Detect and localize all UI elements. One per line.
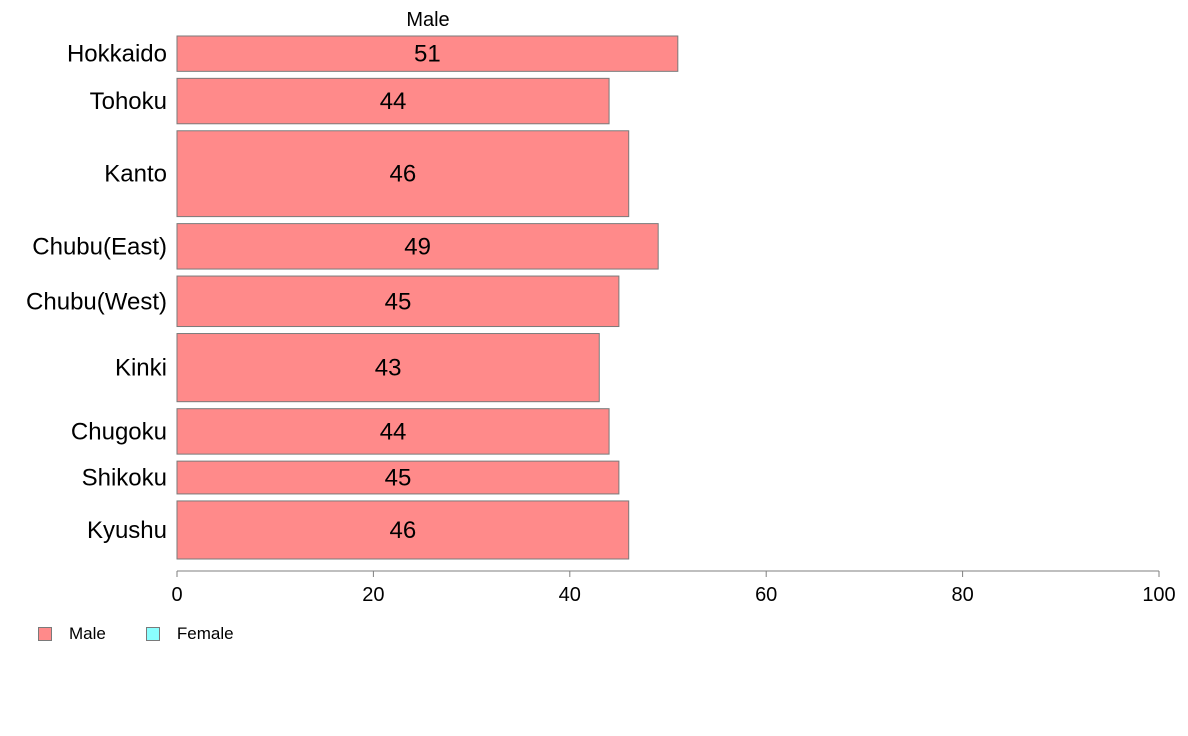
value-label-chubu-east: 49 <box>404 233 431 260</box>
x-axis: 0 20 40 60 80 100 <box>171 570 1176 606</box>
category-label-kanto: Kanto <box>104 161 167 188</box>
bars-group <box>176 35 679 560</box>
bar-chubu-east <box>176 223 659 270</box>
panel-title: Male <box>406 9 449 31</box>
bar-chugoku <box>176 408 610 455</box>
value-label-hokkaido: 51 <box>414 41 441 68</box>
bar-chubu-west <box>176 275 620 328</box>
category-label-kinki: Kinki <box>115 355 167 382</box>
bar-shikoku <box>176 460 620 495</box>
legend-swatch-male <box>38 627 52 641</box>
bar-kyushu <box>176 500 630 560</box>
legend-item-male: Male <box>38 624 106 644</box>
category-label-kyushu: Kyushu <box>87 517 167 544</box>
value-labels: 51 44 46 49 45 43 44 45 46 <box>375 41 441 544</box>
x-tick-label-20: 20 <box>362 584 384 606</box>
value-label-kanto: 46 <box>390 161 417 188</box>
value-label-chubu-west: 45 <box>385 288 412 315</box>
legend-label-female: Female <box>176 624 234 643</box>
category-label-chugoku: Chugoku <box>71 418 167 445</box>
bar-kinki <box>176 333 600 403</box>
legend-item-female: Female <box>145 624 234 644</box>
category-labels: Hokkaido Tohoku Kanto Chubu(East) Chubu(West… <box>26 41 167 544</box>
x-tick-label-100: 100 <box>1142 584 1175 606</box>
legend-swatch-female <box>145 627 160 641</box>
category-label-shikoku: Shikoku <box>82 465 167 492</box>
x-tick-label-60: 60 <box>755 584 777 606</box>
legend-label-male: Male <box>69 624 106 643</box>
value-label-kinki: 43 <box>375 355 402 382</box>
category-label-chubu-west: Chubu(West) <box>26 288 167 315</box>
category-label-chubu-east: Chubu(East) <box>32 233 167 260</box>
value-label-tohoku: 44 <box>380 88 407 115</box>
category-label-tohoku: Tohoku <box>90 88 167 115</box>
category-label-hokkaido: Hokkaido <box>67 41 167 68</box>
x-tick-label-80: 80 <box>951 584 973 606</box>
value-label-chugoku: 44 <box>380 418 407 445</box>
bar-kanto <box>176 130 630 218</box>
value-label-shikoku: 45 <box>385 465 412 492</box>
bar-hokkaido <box>176 35 679 72</box>
value-label-kyushu: 46 <box>390 517 417 544</box>
bar-tohoku <box>176 77 610 125</box>
legend: Male Female <box>38 624 274 644</box>
x-tick-label-40: 40 <box>559 584 581 606</box>
x-tick-label-0: 0 <box>171 584 182 606</box>
